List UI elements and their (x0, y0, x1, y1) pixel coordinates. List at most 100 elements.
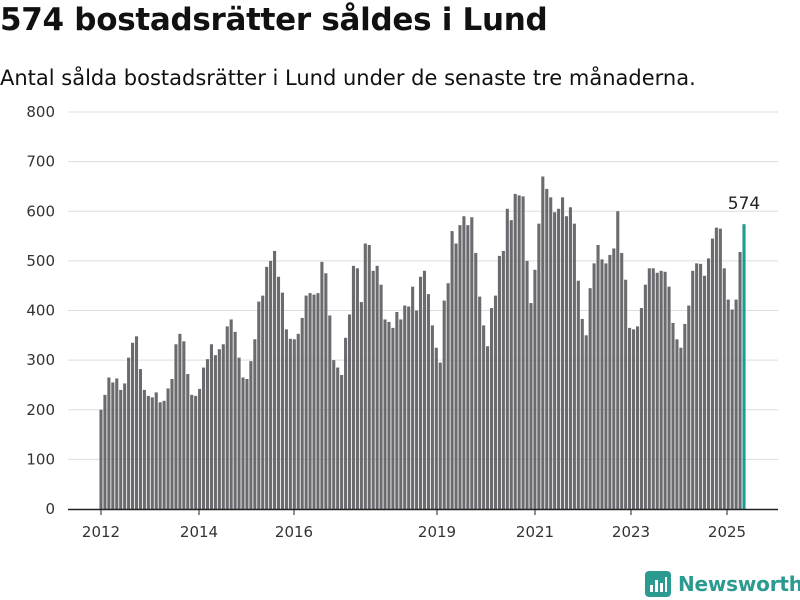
bar (332, 360, 336, 509)
bar (415, 310, 419, 509)
bar (399, 319, 403, 509)
x-tick-label: 2021 (516, 523, 554, 541)
bar (426, 294, 430, 509)
x-tick-label: 2025 (708, 523, 746, 541)
bar (560, 197, 565, 510)
bar (651, 268, 655, 509)
bar (533, 269, 537, 509)
bar (336, 367, 340, 509)
bar (170, 378, 174, 509)
bar (438, 362, 442, 509)
y-tick-label: 300 (26, 351, 55, 369)
bar (529, 303, 533, 509)
y-tick-label: 500 (26, 252, 55, 270)
bar (178, 333, 182, 509)
bar (647, 268, 651, 509)
x-tick-label: 2016 (275, 523, 313, 541)
bar (371, 270, 375, 509)
bar (221, 344, 225, 509)
bar (99, 409, 103, 509)
bar (462, 216, 466, 509)
bar (482, 325, 486, 509)
bar (699, 263, 703, 509)
bar (525, 260, 529, 509)
bar (474, 252, 478, 509)
bar (146, 395, 150, 509)
x-tick-label: 2023 (612, 523, 650, 541)
bar (513, 193, 517, 509)
bar (584, 335, 588, 509)
bar (422, 270, 427, 509)
bar (202, 367, 206, 509)
brand-logo[interactable]: Newsworthy (645, 570, 800, 598)
bar (190, 394, 194, 509)
bar (166, 388, 170, 509)
bar (691, 270, 695, 509)
bar (320, 261, 324, 509)
chart-title: 574 bostadsrätter såldes i Lund (0, 2, 548, 38)
x-tick-label: 2012 (82, 523, 120, 541)
y-tick-label: 400 (26, 302, 55, 320)
bar (493, 295, 498, 509)
bar (517, 195, 521, 509)
bar (616, 211, 620, 509)
bar (450, 231, 454, 509)
bar (158, 402, 162, 509)
bar (628, 327, 632, 509)
bar (557, 208, 561, 510)
bar (695, 263, 699, 509)
bar-latest (742, 224, 746, 509)
bar (355, 268, 359, 509)
bar (489, 308, 494, 509)
bar (142, 389, 146, 509)
bar (687, 305, 691, 509)
y-tick-label: 0 (45, 500, 55, 518)
bar (458, 225, 462, 509)
bar (174, 344, 178, 509)
bar (269, 260, 273, 509)
bar (411, 286, 415, 509)
bar (537, 223, 541, 509)
bar (308, 293, 312, 509)
bar (194, 395, 198, 509)
bar (134, 336, 139, 509)
bar (442, 300, 446, 509)
bar (217, 349, 221, 509)
bar (209, 344, 214, 509)
bar (276, 276, 281, 509)
bar (486, 346, 490, 509)
bar (387, 321, 391, 509)
bar (288, 338, 292, 509)
bar (363, 243, 367, 509)
bar (213, 355, 217, 509)
bar (328, 315, 332, 509)
bar (150, 397, 154, 509)
bar (580, 318, 584, 509)
bar (714, 227, 718, 509)
x-axis-labels: 2012 2014 2016 2019 2021 2023 2025 (82, 509, 746, 541)
bar (509, 220, 513, 509)
bar (119, 389, 123, 509)
bar (659, 270, 663, 509)
bar (115, 378, 119, 509)
bar (205, 359, 210, 509)
bar (344, 337, 348, 509)
bar (734, 299, 738, 509)
y-tick-label: 800 (26, 103, 55, 121)
x-tick-label: 2019 (418, 523, 456, 541)
bar (273, 250, 277, 509)
bar (296, 333, 300, 509)
bar (245, 378, 249, 509)
bar (359, 302, 363, 509)
bar (225, 326, 229, 509)
bar (233, 331, 237, 509)
bar (138, 369, 142, 509)
bar (478, 296, 482, 509)
y-tick-label: 100 (26, 450, 55, 468)
bar (375, 265, 379, 509)
bar (564, 216, 569, 509)
bar (663, 271, 667, 509)
y-tick-label: 700 (26, 153, 55, 171)
bar (588, 288, 592, 509)
